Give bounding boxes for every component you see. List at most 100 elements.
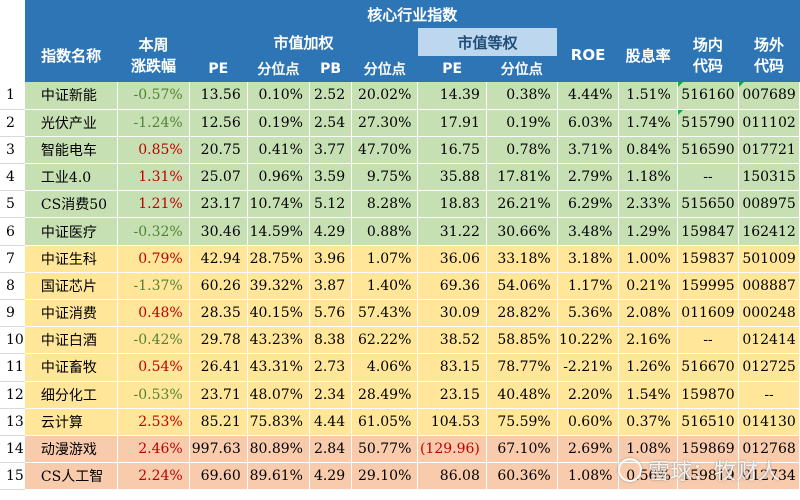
cap-pb-percentile-cell: 9.75% [351,163,419,192]
onmarket-code-cell: 516160 [677,82,740,110]
equal-pe-percentile-cell: 78.77% [486,353,558,382]
row-number: 9 [0,299,25,328]
weekly-change-cell: -0.42% [117,326,190,355]
cap-pb-cell: 4.44 [309,408,353,436]
offmarket-code-cell: 014130 [738,408,800,436]
onmarket-code-cell: 159995 [677,272,740,301]
cap-pe-cell: 85.21 [189,408,248,436]
offmarket-code-cell: 008887 [738,272,800,301]
cap-pb-cell: 5.12 [309,190,353,219]
table-row: 9 中证消费 0.48% 28.35 40.15% 5.76 57.43% 30.09 28.8… [0,299,800,328]
cap-pe-percentile-cell: 75.83% [247,408,310,436]
cap-pb-cell: 5.76 [309,299,353,328]
header-equal-pe: PE [417,56,487,82]
dividend-yield-cell: 2.33% [618,190,678,219]
table-row: 12 细分化工 -0.53% 23.71 48.07% 2.34 28.49% 23.15 40… [0,381,800,409]
cap-pe-percentile-cell: 14.59% [247,217,310,246]
roe-cell: 0.60% [557,408,620,436]
row-number: 7 [0,245,25,273]
cap-pe-percentile-cell: 0.41% [247,136,310,165]
onmarket-code-cell: 159819 [677,462,740,491]
table-row: 7 中证生科 0.79% 42.94 28.75% 3.96 1.07% 36.06 33.18… [0,245,800,273]
index-name-cell: 中证新能 [24,82,119,110]
cap-pb-percentile-cell: 27.30% [351,109,419,137]
cap-pe-cell: 42.94 [189,245,248,273]
onmarket-code-cell: 159869 [677,435,740,464]
header-cap-weighted: 市值加权 [189,28,419,56]
xueqiu-logo-icon [617,458,642,482]
header-onmarket-line1: 场内 [692,36,723,54]
header-weekly-change-line2: 涨跌幅 [131,57,177,75]
cap-pe-percentile-cell: 10.74% [247,190,310,219]
equal-pe-percentile-cell: 58.85% [486,326,558,355]
offmarket-code-cell: 501009 [738,245,800,273]
onmarket-code-cell: -- [677,163,740,192]
header-cap-pb-percentile: 分位点 [351,56,419,82]
offmarket-code-cell: 012768 [738,435,800,464]
row-number: 2 [0,109,25,137]
row-number: 6 [0,217,25,246]
roe-cell: 3.71% [557,136,620,165]
cap-pe-cell: 29.78 [189,326,248,355]
cap-pb-cell: 2.52 [309,82,353,110]
header-dividend: 股息率 [618,28,678,82]
onmarket-code-cell: 516590 [677,136,740,165]
equal-pe-percentile-cell: 26.21% [486,190,558,219]
weekly-change-cell: 1.21% [117,190,190,219]
roe-cell: 2.20% [557,381,620,409]
equal-pe-cell: 23.15 [417,381,487,409]
cap-pe-cell: 60.26 [189,272,248,301]
table-row: 1 中证新能 -0.57% 13.56 0.10% 2.52 20.02% 14.39 0.38… [0,82,800,110]
onmarket-code-cell: 159837 [677,245,740,273]
index-name-cell: 工业4.0 [24,163,119,192]
equal-pe-cell: 16.75 [417,136,487,165]
cap-pb-cell: 3.96 [309,245,353,273]
offmarket-code-cell: 017721 [738,136,800,165]
cap-pb-percentile-cell: 50.77% [351,435,419,464]
header-weekly-change: 本周 涨跌幅 [117,28,190,82]
header-offmarket-line1: 场外 [754,36,785,54]
roe-cell: 1.08% [557,462,620,491]
dividend-yield-cell: 0.21% [618,272,678,301]
cap-pb-percentile-cell: 4.06% [351,353,419,382]
equal-pe-percentile-cell: 30.66% [486,217,558,246]
row-number: 12 [0,381,25,409]
onmarket-code-cell: 159870 [677,381,740,409]
cap-pb-percentile-cell: 8.28% [351,190,419,219]
header-offmarket-line2: 代码 [754,57,785,75]
header-onmarket-line2: 代码 [692,57,723,75]
table-row: 6 中证医疗 -0.32% 30.46 14.59% 4.29 0.88% 31.22 30.6… [0,217,800,246]
weekly-change-cell: -0.32% [117,217,190,246]
offmarket-code-cell: 012414 [738,326,800,355]
onmarket-code-cell: 159847 [677,217,740,246]
header-onmarket-code: 场内 代码 [677,28,740,82]
table-row: 2 光伏产业 -1.24% 12.56 0.19% 2.54 27.30% 17.91 0.19… [0,109,800,137]
weekly-change-cell: 2.24% [117,462,190,491]
cap-pe-percentile-cell: 43.31% [247,353,310,382]
row-number: 4 [0,163,25,192]
weekly-change-cell: -0.53% [117,381,190,409]
weekly-change-cell: -1.24% [117,109,190,137]
cap-pb-cell: 4.29 [309,217,353,246]
offmarket-code-cell: 162412 [738,217,800,246]
weekly-change-cell: 2.53% [117,408,190,436]
offmarket-code-cell: 150315 [738,163,800,192]
offmarket-code-cell: 011102 [738,109,800,137]
equal-pe-percentile-cell: 0.78% [486,136,558,165]
header-cap-pe-percentile: 分位点 [247,56,310,82]
header-equal-pe-percentile: 分位点 [486,56,558,82]
cap-pb-cell: 3.59 [309,163,353,192]
row-number: 3 [0,136,25,165]
cap-pe-cell: 69.60 [189,462,248,491]
dividend-yield-cell: 1.29% [618,217,678,246]
roe-cell: 3.48% [557,217,620,246]
dividend-yield-cell: 1.74% [618,109,678,137]
cap-pb-cell: 2.73 [309,353,353,382]
equal-pe-percentile-cell: 0.38% [486,82,558,110]
cap-pb-percentile-cell: 1.07% [351,245,419,273]
dividend-yield-cell: 2.08% [618,299,678,328]
row-number: 14 [0,435,25,464]
weekly-change-cell: 0.54% [117,353,190,382]
cap-pe-percentile-cell: 0.96% [247,163,310,192]
